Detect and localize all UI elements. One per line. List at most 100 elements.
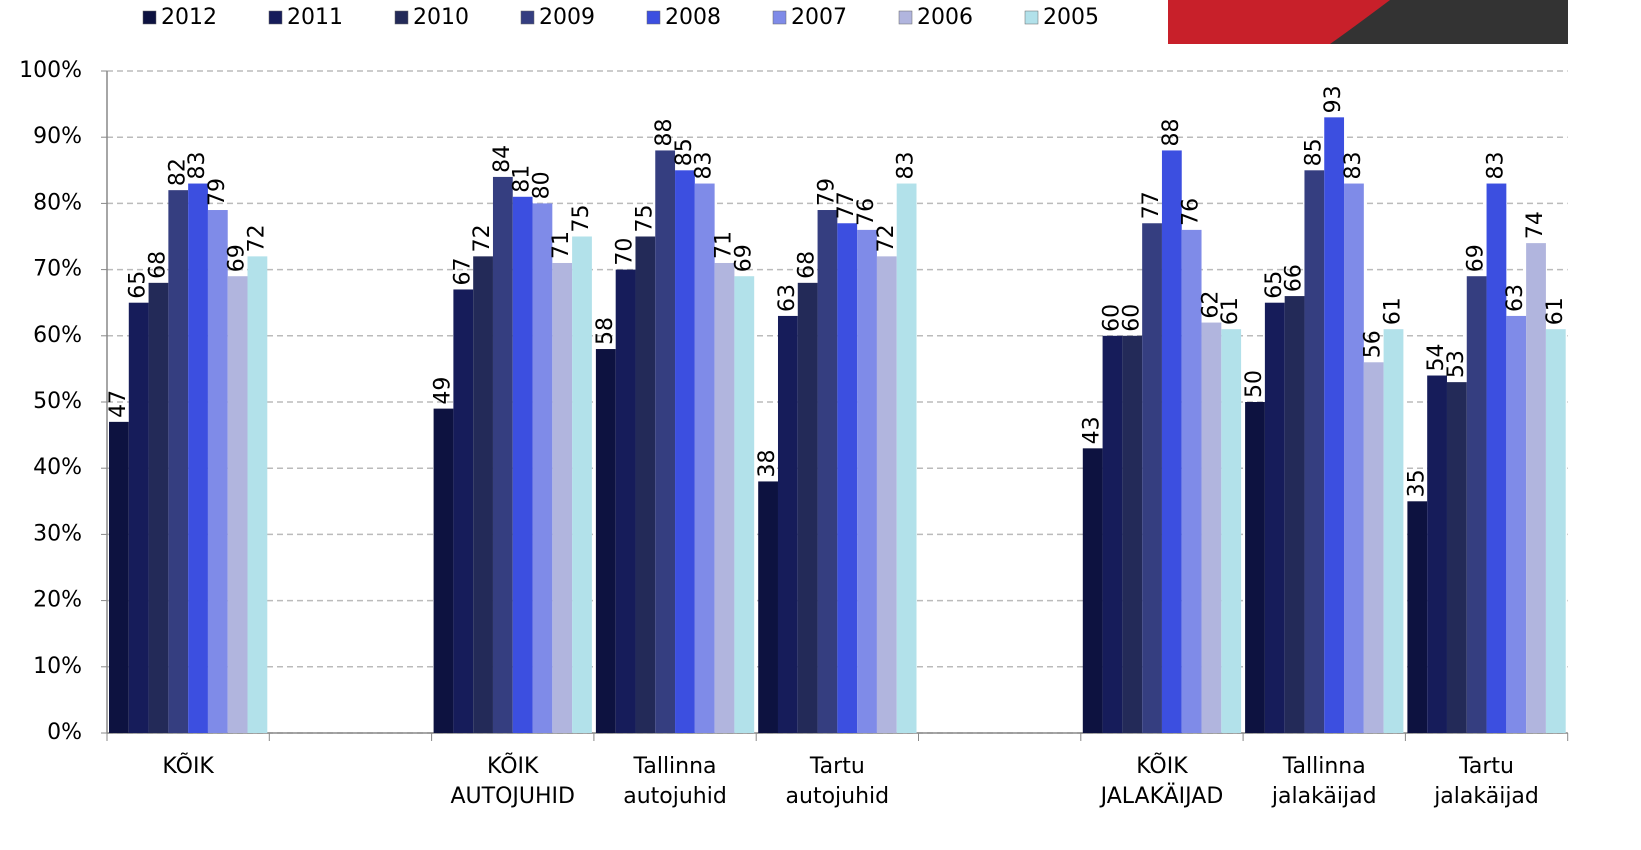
bar bbox=[595, 349, 616, 733]
y-tick-label: 40% bbox=[33, 455, 82, 480]
bar bbox=[1344, 183, 1364, 734]
data-label: 60 bbox=[1099, 304, 1124, 332]
x-tick-label: KÕIK bbox=[162, 754, 214, 779]
bar bbox=[615, 269, 636, 733]
bar bbox=[1407, 501, 1428, 733]
data-label: 65 bbox=[126, 271, 151, 299]
legend-swatch bbox=[394, 10, 409, 25]
data-label: 77 bbox=[1139, 191, 1164, 219]
data-label: 68 bbox=[795, 251, 820, 279]
data-label: 81 bbox=[510, 165, 535, 193]
legend-label: 2011 bbox=[287, 5, 343, 30]
bar bbox=[1466, 276, 1487, 733]
legend-swatch bbox=[772, 10, 787, 25]
data-label: 53 bbox=[1444, 350, 1469, 378]
data-label: 84 bbox=[490, 145, 515, 173]
legend-swatch bbox=[268, 10, 283, 25]
photo-red bbox=[1168, 0, 1390, 44]
y-tick-label: 10% bbox=[33, 654, 82, 679]
bar bbox=[532, 203, 553, 733]
data-label: 68 bbox=[145, 251, 170, 279]
data-label: 76 bbox=[1179, 198, 1204, 226]
bar bbox=[492, 176, 513, 734]
bar bbox=[1161, 150, 1182, 733]
bar bbox=[1142, 223, 1162, 733]
legend-swatch bbox=[646, 10, 661, 25]
bar bbox=[1122, 335, 1143, 733]
data-label: 63 bbox=[775, 284, 800, 312]
y-tick-label: 100% bbox=[19, 58, 82, 83]
bar bbox=[714, 262, 735, 733]
bar bbox=[1304, 170, 1325, 734]
bar bbox=[837, 223, 858, 733]
y-tick-label: 20% bbox=[33, 588, 82, 613]
data-label: 74 bbox=[1523, 211, 1548, 239]
data-label: 58 bbox=[593, 317, 618, 345]
legend-label: 2006 bbox=[917, 5, 973, 30]
bar bbox=[1082, 448, 1103, 733]
data-label: 69 bbox=[731, 244, 756, 272]
y-tick-label: 0% bbox=[47, 720, 82, 745]
data-label: 88 bbox=[652, 118, 677, 146]
data-label: 35 bbox=[1404, 469, 1429, 497]
bar bbox=[188, 183, 208, 734]
bar bbox=[797, 282, 818, 733]
x-tick-label: KÕIK AUTOJUHID bbox=[450, 754, 575, 809]
legend-label: 2009 bbox=[539, 5, 595, 30]
data-label: 72 bbox=[244, 224, 269, 252]
data-label: 79 bbox=[814, 178, 839, 206]
bar bbox=[694, 183, 715, 734]
data-label: 66 bbox=[1282, 264, 1307, 292]
bar bbox=[1506, 315, 1527, 733]
data-label: 83 bbox=[894, 152, 919, 180]
data-label: 71 bbox=[712, 231, 737, 259]
data-label: 75 bbox=[632, 205, 657, 233]
bar bbox=[433, 408, 454, 733]
data-label: 63 bbox=[1503, 284, 1528, 312]
x-tick-label: Tallinna autojuhid bbox=[623, 754, 727, 809]
bar bbox=[734, 276, 755, 733]
bar bbox=[1181, 229, 1202, 733]
legend-label: 2012 bbox=[161, 5, 217, 30]
legend-swatch bbox=[1024, 10, 1039, 25]
y-tick-label: 50% bbox=[33, 389, 82, 414]
y-tick-label: 80% bbox=[33, 190, 82, 215]
x-tick-label: KÕIK JALAKÄIJAD bbox=[1100, 754, 1224, 809]
y-tick-label: 90% bbox=[33, 124, 82, 149]
bar bbox=[109, 421, 129, 733]
data-label: 83 bbox=[1341, 152, 1366, 180]
data-label: 61 bbox=[1543, 297, 1568, 325]
bar bbox=[857, 229, 877, 733]
bar bbox=[512, 196, 533, 733]
data-label: 72 bbox=[470, 224, 495, 252]
bar bbox=[876, 256, 897, 733]
bar bbox=[655, 150, 676, 733]
data-label: 80 bbox=[529, 171, 554, 199]
x-tick-label: Tartu autojuhid bbox=[785, 754, 890, 809]
data-label: 67 bbox=[450, 257, 475, 285]
x-tick-label: Tartu jalakäijad bbox=[1434, 754, 1539, 809]
bar bbox=[1221, 329, 1242, 733]
bar bbox=[453, 289, 474, 733]
bar bbox=[148, 282, 169, 733]
bar bbox=[896, 183, 917, 734]
bar bbox=[168, 190, 189, 733]
bar bbox=[1526, 243, 1546, 733]
bar bbox=[635, 236, 656, 733]
data-label: 85 bbox=[1301, 138, 1326, 166]
bar bbox=[1264, 302, 1285, 733]
bar bbox=[1363, 362, 1384, 733]
legend-swatch bbox=[142, 10, 157, 25]
data-label: 69 bbox=[225, 244, 250, 272]
bar bbox=[247, 256, 268, 733]
bar bbox=[817, 210, 838, 733]
bar bbox=[1324, 117, 1345, 734]
data-label: 83 bbox=[1483, 152, 1508, 180]
data-label: 85 bbox=[672, 138, 697, 166]
bar bbox=[207, 210, 228, 733]
bar bbox=[1545, 329, 1566, 733]
bar bbox=[552, 262, 573, 733]
data-label: 54 bbox=[1424, 344, 1449, 372]
bar bbox=[758, 481, 778, 733]
